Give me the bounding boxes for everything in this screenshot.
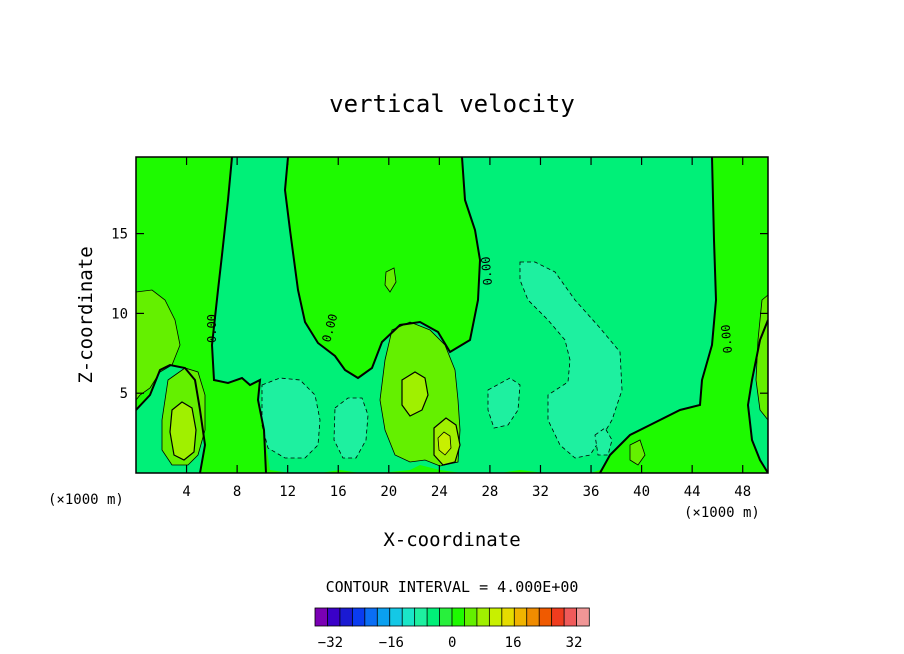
colorbar-swatch	[414, 607, 428, 627]
colorbar-swatch	[513, 607, 528, 627]
downdraft-region-mid	[333, 397, 369, 459]
colorbar-swatch	[327, 607, 341, 627]
x-tick-label: 48	[734, 484, 751, 500]
downdraft-region-small2	[594, 427, 613, 456]
colorbar-swatch	[464, 607, 478, 627]
colorbar-swatch	[538, 607, 553, 627]
updraft-core-left	[169, 401, 197, 461]
colorbar-swatch	[563, 607, 578, 627]
y-tick-label: 15	[111, 227, 128, 243]
y-axis: 5 10 15	[111, 227, 768, 402]
chart-title: vertical velocity	[329, 90, 575, 118]
colorbar-swatch	[351, 607, 366, 627]
y-tick-label: 10	[111, 306, 128, 322]
colorbar-swatch	[389, 607, 403, 627]
colorbar-tick-labels: −32 −16 0 16 32	[318, 635, 583, 651]
colorbar-swatch	[451, 607, 466, 627]
x-tick-label: 44	[684, 484, 701, 500]
updraft-core-center	[401, 371, 429, 417]
colorbar-swatch	[501, 607, 515, 627]
colorbar-tick-label: 0	[448, 635, 456, 651]
colorbar-swatch	[476, 607, 491, 627]
colorbar-swatch	[401, 607, 416, 627]
colorbar-swatch	[576, 607, 590, 627]
zero-contour-labels: 0.00 0.00 0.00 0.00	[205, 256, 735, 354]
updraft-region-small	[629, 439, 646, 466]
colorbar-swatch	[551, 607, 565, 627]
colorbar-swatch	[439, 607, 453, 627]
y-axis-label: Z-coordinate	[75, 246, 97, 383]
x-tick-label: 40	[633, 484, 650, 500]
x-tick-label: 4	[182, 484, 190, 500]
colorbar-swatch	[426, 607, 441, 627]
colorbar	[314, 607, 590, 627]
contour-plot	[136, 157, 768, 473]
x-tick-label: 12	[279, 484, 296, 500]
x-tick-label: 8	[233, 484, 241, 500]
colorbar-tick-label: −32	[318, 635, 343, 651]
contour-interval-caption: CONTOUR INTERVAL = 4.000E+00	[326, 578, 579, 596]
colorbar-swatch	[339, 607, 354, 627]
colorbar-swatch	[314, 607, 329, 627]
x-axis-label: X-coordinate	[383, 529, 520, 551]
contour-label: 0.00	[719, 324, 735, 354]
x-unit-right: (×1000 m)	[684, 505, 760, 521]
x-tick-label: 16	[330, 484, 347, 500]
contour-label: 0.00	[205, 314, 219, 343]
zero-contours	[136, 157, 768, 473]
colorbar-tick-label: −16	[379, 635, 404, 651]
x-tick-label: 32	[532, 484, 549, 500]
x-tick-label: 28	[481, 484, 498, 500]
x-tick-label: 36	[583, 484, 600, 500]
colorbar-swatch	[376, 607, 391, 627]
plot-frame	[135, 156, 769, 474]
colorbar-tick-label: 16	[505, 635, 522, 651]
x-tick-label: 24	[431, 484, 448, 500]
updraft-core-strong	[437, 431, 452, 456]
colorbar-swatch	[526, 607, 540, 627]
contour-label: 0.00	[479, 256, 495, 286]
x-unit-left: (×1000 m)	[48, 492, 124, 508]
downdraft-region-center	[519, 261, 623, 459]
downdraft-region-left	[261, 377, 321, 459]
colorbar-tick-label: 32	[566, 635, 583, 651]
downdraft-region-small	[487, 377, 521, 429]
updraft-region-small2	[384, 267, 397, 293]
colorbar-swatch	[364, 607, 378, 627]
x-tick-label: 20	[380, 484, 397, 500]
colorbar-swatch	[488, 607, 503, 627]
y-tick-label: 5	[120, 386, 128, 402]
x-axis: 4 8 12 16 20 24 28 32 36 40 44 48	[182, 157, 751, 500]
